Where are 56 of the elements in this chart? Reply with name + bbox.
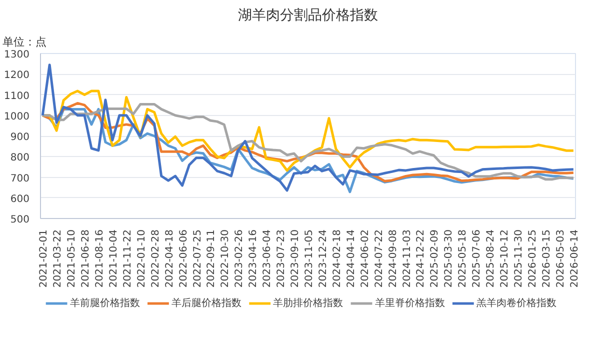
- y-tick-label: 500: [10, 214, 30, 226]
- legend-label: 羊里脊价格指数: [374, 297, 445, 309]
- y-tick-label: 1000: [4, 111, 30, 122]
- x-tick-label: 2025-02-09: [430, 229, 441, 288]
- x-tick-label: 2022-02-28: [150, 229, 162, 288]
- x-tick-label: 2021-02-01: [38, 229, 50, 288]
- x-tick-label: 2025-07-06: [472, 229, 483, 288]
- x-tick-label: 2022-04-18: [164, 229, 176, 288]
- x-tick-label: 2022-06-06: [178, 229, 190, 288]
- x-tick-label: 2024-11-03: [402, 229, 413, 288]
- x-tick-label: 2023-11-05: [304, 229, 315, 288]
- x-tick-label: 2024-09-08: [388, 229, 399, 288]
- x-tick-label: 2026-01-25: [528, 229, 538, 288]
- x-tick-label: 2025-10-12: [500, 229, 511, 288]
- x-tick-label: 2024-06-02: [360, 229, 371, 288]
- y-tick-label: 1200: [4, 70, 30, 82]
- x-tick-label: 2025-05-18: [458, 229, 469, 288]
- x-tick-label: 2026-05-03: [555, 229, 566, 288]
- x-tick-label: 2023-02-26: [234, 229, 246, 288]
- y-tick-label: 1100: [4, 90, 30, 102]
- x-tick-label: 2024-12-22: [416, 229, 427, 288]
- y-tick-label: 1300: [4, 50, 30, 60]
- legend-label: 羊肋排价格指数: [273, 297, 344, 309]
- x-tick-label: 2021-03-22: [52, 229, 64, 288]
- x-tick-label: 2022-01-10: [136, 229, 148, 288]
- x-tick-label: 2025-08-24: [486, 229, 497, 288]
- legend-label: 羊前腿价格指数: [70, 297, 140, 309]
- text: 单位：点: [2, 36, 46, 48]
- x-tick-label: 2021-11-22: [122, 229, 134, 288]
- x-tick-label: 2023-06-04: [262, 229, 274, 288]
- x-tick-label: 2025-03-30: [444, 229, 455, 288]
- x-tick-label: 2025-11-30: [514, 229, 525, 288]
- x-tick-label: 2021-06-28: [80, 229, 92, 288]
- x-tick-label: 2021-05-10: [66, 229, 78, 288]
- x-tick-label: 2026-06-14: [569, 229, 580, 288]
- y-tick-label: 600: [10, 194, 30, 205]
- x-tick-label: 2021-10-04: [108, 229, 120, 288]
- y-tick-label: 900: [10, 132, 30, 143]
- x-tick-label: 2023-09-10: [290, 229, 302, 288]
- line-series: [41, 64, 575, 192]
- x-tick-label: 2023-07-23: [276, 229, 288, 288]
- x-tick-label: 2022-10-30: [220, 229, 232, 288]
- y-tick-label: 700: [10, 173, 30, 184]
- x-tick-label: 2023-12-24: [318, 229, 329, 288]
- x-tick-label: 2022-09-11: [206, 229, 218, 288]
- legend-label: 羔羊肉卷价格指数: [476, 297, 557, 309]
- x-tick-label: 2024-04-14: [346, 229, 357, 288]
- chart-title: 湖羊肉分割品价格指数: [238, 8, 378, 24]
- x-tick-label: 2024-07-22: [374, 229, 385, 288]
- y-tick-label: 800: [10, 152, 30, 164]
- x-tick-label: 2024-02-18: [332, 229, 343, 288]
- x-tick-label: 2026-03-15: [541, 229, 552, 288]
- legend-label: 羊后腿价格指数: [172, 297, 242, 309]
- x-tick-label: 2021-08-16: [94, 229, 106, 288]
- x-tick-label: 2022-07-25: [192, 229, 204, 288]
- x-tick-label: 2023-04-16: [248, 229, 260, 288]
